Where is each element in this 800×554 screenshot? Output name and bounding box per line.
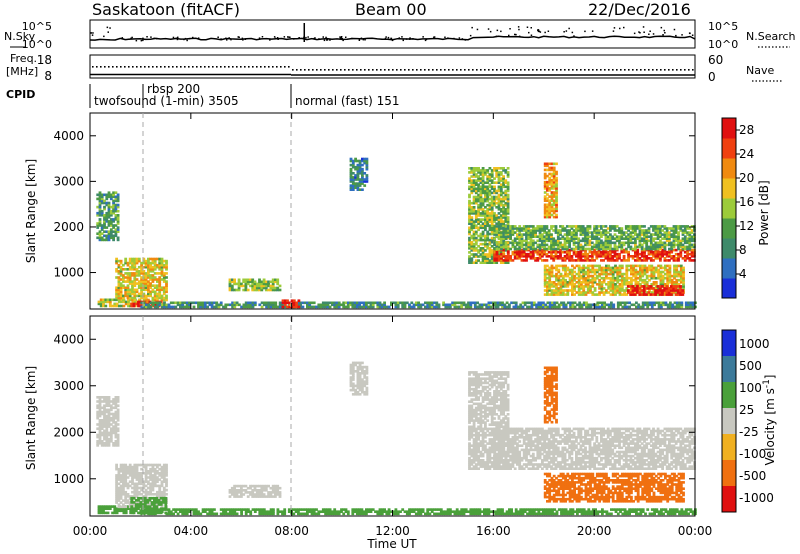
power-colorbar-swatch-7 — [722, 138, 736, 159]
freq-tick-high: 18 — [37, 53, 52, 67]
power-region-12 — [626, 285, 685, 296]
velocity-colorbar-swatch-6 — [722, 486, 736, 513]
cpid-label: CPID — [6, 88, 35, 101]
power-region-13 — [543, 162, 558, 219]
time-axis: 00:00 04:00 08:00 12:00 16:00 20:00 00:00 — [73, 113, 713, 538]
velocity-region-8 — [493, 427, 696, 470]
power-colorbar-tick-5: 24 — [739, 147, 754, 161]
noise-panel: N.Sky 10^5 10^0 10^5 10^0 N.Search — [4, 19, 796, 51]
power-colorbar-swatch-6 — [722, 158, 736, 179]
xaxis-tick-2: 08:00 — [274, 524, 309, 538]
power-colorbar-swatch-4 — [722, 198, 736, 219]
power-colorbar-tick-0: 4 — [739, 267, 747, 281]
power-ylabel: Slant Range [km] — [24, 159, 38, 263]
velocity-colorbar-tick-0: 1000 — [739, 337, 770, 351]
noise-tick-left-low: 10^0 — [22, 38, 52, 51]
xaxis-tick-5: 20:00 — [577, 524, 612, 538]
power-colorbar-tick-6: 28 — [739, 123, 754, 137]
xaxis-tick-1: 04:00 — [174, 524, 209, 538]
power-panel: 1000 2000 3000 4000 Slant Range [km] 4 8 12 16… — [24, 112, 771, 310]
cpid-segment-twofsound: twofsound (1-min) 3505 — [94, 94, 239, 108]
freq-label-2: [MHz] — [6, 65, 38, 78]
xaxis-tick-0: 00:00 — [73, 524, 108, 538]
power-region-4 — [228, 278, 282, 292]
station-title: Saskatoon (fitACF) — [92, 0, 240, 19]
freq-label-1: Freq. — [10, 52, 37, 65]
velocity-colorbar-swatch-5 — [722, 460, 736, 487]
xaxis-label: Time UT — [366, 537, 417, 551]
power-region-9 — [493, 248, 696, 262]
noise-tick-right-high: 10^5 — [708, 20, 738, 33]
velocity-colorbar-tick-2: 100 — [739, 381, 762, 395]
xaxis-tick-4: 16:00 — [476, 524, 511, 538]
power-ytick-1: 2000 — [53, 220, 84, 234]
power-colorbar-swatch-5 — [722, 178, 736, 199]
velocity-region-4 — [228, 484, 282, 498]
power-colorbar-swatch-1 — [722, 258, 736, 279]
noise-tick-right-low: 10^0 — [708, 38, 738, 51]
noise-tick-left-high: 10^5 — [22, 20, 52, 33]
nave-label: Nave — [746, 64, 774, 77]
velocity-ytick-3: 4000 — [53, 332, 84, 346]
xaxis-tick-3: 12:00 — [375, 524, 410, 538]
cpid-segment-rbsp: rbsp 200 — [147, 82, 200, 96]
velocity-colorbar-swatch-4 — [722, 434, 736, 461]
velocity-colorbar-tick-1: 500 — [739, 359, 762, 373]
power-colorbar-tick-1: 8 — [739, 243, 747, 257]
velocity-colorbar-tick-5: -100 — [739, 447, 766, 461]
velocity-region-9 — [543, 472, 685, 503]
velocity-region-6 — [349, 361, 369, 396]
power-region-2 — [115, 257, 168, 302]
freq-tick-low: 8 — [44, 69, 52, 83]
nsearch-series — [90, 26, 694, 42]
beam-title: Beam 00 — [355, 0, 427, 19]
power-ytick-0: 1000 — [53, 266, 84, 280]
velocity-colorbar-tick-7: -1000 — [739, 491, 774, 505]
power-region-7 — [349, 157, 369, 191]
cpid-segment-normal: normal (fast) 151 — [295, 94, 399, 108]
velocity-ytick-2: 3000 — [53, 379, 84, 393]
freq-panel: Freq. [MHz] 18 8 60 0 Nave — [6, 52, 782, 84]
velocity-colorbar-swatch-3 — [722, 408, 736, 435]
power-colorbar-swatch-2 — [722, 238, 736, 259]
nave-tick-high: 60 — [708, 53, 723, 67]
power-ytick-3: 4000 — [53, 129, 84, 143]
nsky-label: N.Sky — [4, 30, 36, 43]
velocity-region-5 — [140, 508, 697, 516]
power-colorbar-tick-4: 20 — [739, 171, 754, 185]
velocity-colorbar-swatch-0 — [722, 330, 736, 357]
xaxis-tick-6: 00:00 — [678, 524, 713, 538]
power-ytick-2: 3000 — [53, 174, 84, 188]
power-region-10 — [493, 225, 696, 251]
power-colorbar-tick-3: 16 — [739, 195, 754, 209]
power-colorbar-tick-2: 12 — [739, 219, 754, 233]
nave-series — [92, 66, 694, 71]
velocity-colorbar: 1000 500 100 25 -25 -100 -500 -1000 — [721, 329, 774, 513]
velocity-panel: 1000 2000 3000 4000 Slant Range [km] 1000 50… — [24, 315, 777, 517]
power-colorbar: 4 8 12 16 20 24 28 — [721, 117, 754, 299]
velocity-ytick-0: 1000 — [53, 472, 84, 486]
power-region-0 — [96, 191, 120, 242]
power-colorbar-swatch-0 — [722, 278, 736, 299]
velocity-colorbar-label: Velocity [m s-1] — [762, 375, 777, 466]
velocity-region-0 — [96, 396, 120, 447]
velocity-ylabel: Slant Range [km] — [24, 366, 38, 470]
velocity-colorbar-tick-3: 25 — [739, 403, 754, 417]
velocity-ytick-1: 2000 — [53, 425, 84, 439]
date-title: 22/Dec/2016 — [588, 0, 691, 19]
velocity-colorbar-tick-6: -500 — [739, 469, 766, 483]
velocity-colorbar-swatch-2 — [722, 382, 736, 409]
velocity-colorbar-swatch-1 — [722, 356, 736, 383]
cpid-row: CPID twofsound (1-min) 3505 rbsp 200 nor… — [6, 82, 399, 108]
nsky-series — [89, 35, 696, 41]
power-colorbar-swatch-3 — [722, 218, 736, 239]
power-colorbar-swatch-8 — [722, 118, 736, 139]
power-region-5 — [140, 301, 697, 309]
power-colorbar-label: Power [dB] — [757, 180, 771, 245]
nsearch-label: N.Search — [746, 30, 796, 43]
velocity-colorbar-tick-4: -25 — [739, 425, 759, 439]
velocity-region-10 — [543, 366, 558, 424]
nave-tick-low: 0 — [708, 70, 716, 84]
